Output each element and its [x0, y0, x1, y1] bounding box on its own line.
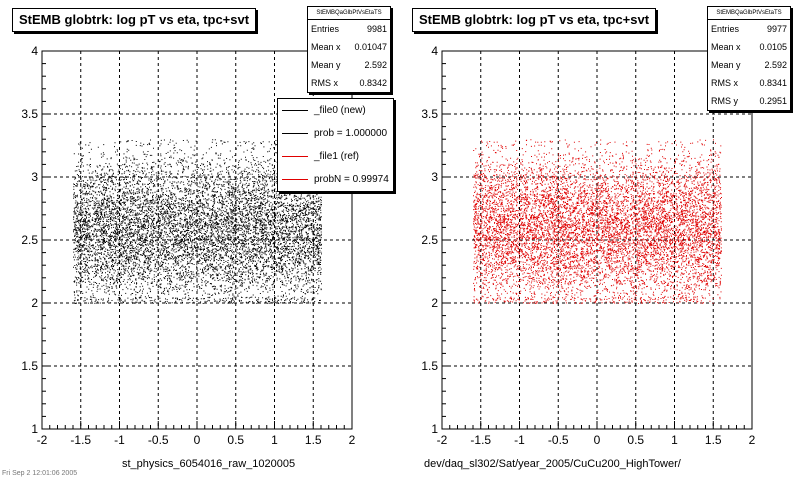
- y-tick-label: 1.5: [21, 359, 38, 373]
- y-tick-label: 4: [431, 44, 438, 58]
- legend-entry: _file0 (new): [278, 99, 393, 122]
- scatter-points: [73, 139, 322, 304]
- x-tick-label: -2: [437, 433, 448, 447]
- stats-label: RMS x: [711, 78, 738, 88]
- y-tick-label: 2.5: [21, 233, 38, 247]
- stats-value: 0.8341: [759, 78, 787, 88]
- x-tick-label: -1.5: [470, 433, 491, 447]
- right-stats-row: RMS y 0.2951: [708, 92, 790, 110]
- stats-label: Mean x: [311, 42, 341, 52]
- stats-label: Mean y: [711, 60, 741, 70]
- stats-value: 2.592: [764, 60, 787, 70]
- right-chart-title: StEMB globtrk: log pT vs eta, tpc+svt: [412, 8, 657, 32]
- legend-label: probN = 0.99974: [314, 174, 389, 185]
- x-tick-label: 2: [749, 433, 756, 447]
- stats-label: RMS y: [711, 96, 738, 106]
- y-tick-label: 1.5: [421, 359, 438, 373]
- x-tick-label: 1: [671, 433, 678, 447]
- x-tick-label: 1: [271, 433, 278, 447]
- x-tick-label: -1: [514, 433, 525, 447]
- left-stats-box: StEMBQaGlbPtVsEtaTS Entries 9981 Mean x 0.…: [307, 6, 391, 93]
- y-tick-label: 2: [31, 296, 38, 310]
- left-stats-row: Mean y 2.592: [308, 56, 390, 74]
- legend-box: _file0 (new) prob = 1.000000 _file1 (ref…: [277, 98, 394, 192]
- x-tick-label: 0.5: [227, 433, 244, 447]
- y-tick-label: 3: [31, 170, 38, 184]
- stats-label: RMS x: [311, 78, 338, 88]
- right-x-axis-label: dev/daq_sl302/Sat/year_2005/CuCu200_High…: [424, 458, 681, 470]
- right-stats-box: StEMBQaGlbPtVsEtaTS Entries 9977 Mean x 0.…: [707, 6, 791, 111]
- y-tick-label: 3.5: [21, 107, 38, 121]
- x-tick-label: 1.5: [305, 433, 322, 447]
- x-tick-label: -0.5: [148, 433, 169, 447]
- legend-entry: _file1 (ref): [278, 145, 393, 168]
- right-stats-row: Mean x 0.0105: [708, 38, 790, 56]
- y-tick-label: 3.5: [421, 107, 438, 121]
- y-tick-label: 3: [431, 170, 438, 184]
- left-stats-row: RMS x 0.8342: [308, 74, 390, 92]
- left-x-axis-label: st_physics_6054016_raw_1020005: [122, 458, 296, 470]
- y-tick-label: 2: [431, 296, 438, 310]
- scatter-points: [473, 139, 722, 304]
- legend-line-swatch: [282, 179, 308, 180]
- right-stats-name: StEMBQaGlbPtVsEtaTS: [708, 7, 790, 20]
- footer-date: Fri Sep 2 12:01:06 2005: [2, 470, 78, 477]
- x-tick-label: 0.5: [627, 433, 644, 447]
- stats-value: 0.01047: [354, 42, 387, 52]
- left-stats-name: StEMBQaGlbPtVsEtaTS: [308, 7, 390, 20]
- legend-label: _file1 (ref): [314, 151, 360, 162]
- legend-line-swatch: [282, 156, 308, 157]
- legend-label: prob = 1.000000: [314, 128, 388, 139]
- x-tick-label: -0.5: [548, 433, 569, 447]
- y-tick-label: 4: [31, 44, 38, 58]
- stats-label: Mean x: [711, 42, 741, 52]
- stats-label: Mean y: [311, 60, 341, 70]
- legend-line-swatch: [282, 110, 308, 111]
- left-stats-row: Entries 9981: [308, 20, 390, 38]
- left-chart-title: StEMB globtrk: log pT vs eta, tpc+svt: [12, 8, 257, 32]
- stats-label: Entries: [311, 24, 340, 34]
- right-stats-row: Entries 9977: [708, 20, 790, 38]
- y-tick-label: 1: [431, 422, 438, 436]
- stats-value: 0.8342: [359, 78, 387, 88]
- stats-value: 0.0105: [759, 42, 787, 52]
- x-tick-label: -1: [114, 433, 125, 447]
- stats-value: 9977: [766, 24, 787, 34]
- x-tick-label: 0: [194, 433, 201, 447]
- legend-entry: prob = 1.000000: [278, 122, 393, 145]
- right-stats-row: Mean y 2.592: [708, 56, 790, 74]
- x-tick-label: -2: [37, 433, 48, 447]
- legend-label: _file0 (new): [314, 105, 366, 116]
- x-tick-label: 1.5: [705, 433, 722, 447]
- legend-line-swatch: [282, 133, 308, 134]
- stats-value: 2.592: [364, 60, 387, 70]
- x-tick-label: 2: [349, 433, 356, 447]
- x-tick-label: -1.5: [70, 433, 91, 447]
- legend-entry: probN = 0.99974: [278, 168, 393, 191]
- y-tick-label: 2.5: [421, 233, 438, 247]
- stats-value: 0.2951: [759, 96, 787, 106]
- stats-value: 9981: [366, 24, 387, 34]
- stats-label: Entries: [711, 24, 740, 34]
- y-tick-label: 1: [31, 422, 38, 436]
- x-tick-label: 0: [594, 433, 601, 447]
- right-stats-row: RMS x 0.8341: [708, 74, 790, 92]
- left-stats-row: Mean x 0.01047: [308, 38, 390, 56]
